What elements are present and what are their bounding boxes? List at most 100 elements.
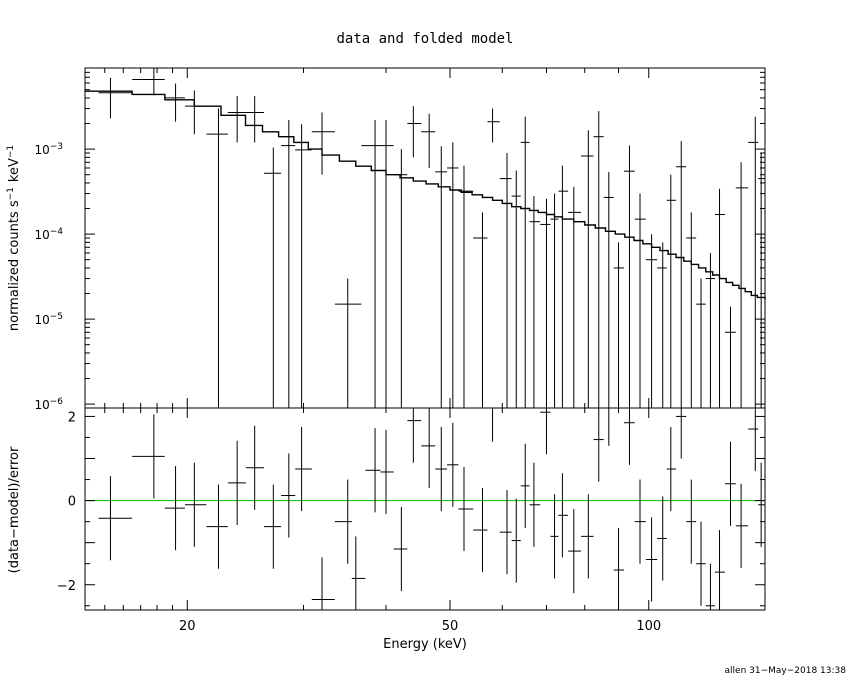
residual-point — [657, 496, 667, 581]
upper-y-axis-label-unit: keV — [7, 158, 22, 182]
residual-point — [351, 536, 366, 610]
upper-y-tick-label-base: 10 — [34, 313, 49, 327]
data-point — [487, 108, 500, 143]
data-point — [380, 120, 394, 408]
residual-point — [245, 425, 264, 510]
data-point — [295, 124, 312, 408]
residual-point — [705, 563, 715, 610]
upper-panel: 10−310−410−510−6 normalized counts s−1ke… — [6, 67, 766, 412]
data-point — [714, 188, 726, 408]
upper-y-tick-label: 10−5 — [34, 312, 63, 327]
chart-title: data and folded model — [336, 31, 513, 47]
residual-point — [676, 408, 687, 459]
residual-point — [714, 530, 726, 610]
residual-point — [666, 426, 677, 512]
lower-panel-frame — [84, 407, 766, 611]
data-point — [603, 171, 614, 408]
residual-points — [98, 407, 765, 610]
data-point — [132, 68, 165, 96]
x-tick-label: 100 — [636, 619, 661, 634]
residual-point — [98, 476, 133, 561]
lower-panel: 20−2 20 50 100 (data−model)/error Energy (… — [7, 407, 766, 652]
data-point — [748, 116, 759, 408]
data-point — [686, 212, 697, 408]
data-point — [281, 120, 296, 408]
residual-point — [473, 487, 488, 573]
upper-y-tick-label: 10−3 — [34, 142, 63, 157]
residual-point — [380, 429, 394, 515]
upper-y-tick-label-base: 10 — [34, 228, 49, 242]
data-points — [98, 68, 765, 408]
upper-y-axis-label: normalized counts s−1keV−1 — [6, 145, 22, 331]
residual-point — [311, 557, 335, 610]
residual-point — [281, 453, 296, 538]
residual-point — [581, 494, 594, 579]
data-point — [676, 141, 687, 408]
data-point — [473, 212, 488, 408]
lower-x-ticks: 20 50 100 — [104, 408, 661, 634]
residual-point — [624, 408, 635, 465]
folded-model-line — [85, 90, 766, 300]
data-point — [206, 108, 228, 408]
data-point — [98, 77, 133, 119]
residual-point — [511, 498, 521, 583]
data-point — [550, 193, 559, 408]
residual-point — [558, 473, 569, 558]
data-point — [666, 174, 677, 408]
residual-point — [499, 490, 512, 575]
residual-point — [421, 408, 436, 488]
data-point — [520, 116, 530, 408]
x-tick-label: 50 — [442, 619, 459, 634]
data-point — [511, 170, 521, 408]
upper-y-axis-label-main: normalized counts s — [7, 200, 22, 331]
upper-y-tick-label-base: 10 — [34, 398, 49, 412]
data-point — [696, 278, 706, 408]
residual-point — [334, 479, 352, 564]
data-point — [568, 186, 582, 408]
residual-point — [540, 408, 551, 455]
residual-point — [613, 527, 625, 610]
footer-stamp: allen 31−May−2018 13:38 — [725, 666, 847, 676]
residual-point — [550, 494, 559, 579]
data-point — [613, 242, 625, 408]
lower-y-axis-label: (data−model)/error — [7, 446, 22, 573]
residual-point — [206, 484, 228, 569]
upper-y-tick-label-exp: −5 — [50, 312, 63, 322]
data-point — [499, 153, 512, 408]
residual-point — [735, 483, 749, 568]
residual-point — [568, 509, 582, 594]
data-point — [311, 112, 335, 175]
data-point — [558, 165, 569, 408]
residual-point — [529, 462, 541, 547]
residual-point — [487, 407, 500, 442]
data-point — [634, 193, 646, 408]
x-axis-label: Energy (keV) — [383, 637, 467, 652]
residual-point — [748, 408, 759, 472]
residual-point — [696, 521, 706, 606]
residual-point — [520, 443, 530, 528]
upper-y-tick-label-exp: −4 — [50, 227, 64, 237]
lower-y-tick-label: 2 — [68, 410, 76, 425]
upper-y-tick-label-exp: −3 — [50, 142, 63, 152]
lower-y-tick-label: 0 — [68, 495, 76, 510]
residual-point — [295, 426, 312, 512]
data-point — [421, 113, 436, 168]
data-point — [334, 278, 362, 408]
data-point — [407, 106, 422, 158]
residual-point — [725, 441, 736, 526]
data-point — [645, 234, 658, 408]
data-point — [725, 306, 736, 408]
residual-point — [458, 466, 474, 552]
data-point — [164, 83, 185, 122]
data-point — [245, 96, 264, 143]
data-point — [593, 111, 604, 408]
data-point — [458, 165, 474, 408]
folded-model-histogram — [85, 90, 766, 300]
data-point — [758, 153, 765, 408]
lower-y-ticks: 2 0 −2 — [57, 410, 765, 607]
residual-point — [645, 517, 658, 602]
data-point — [735, 162, 749, 408]
x-tick-label: 20 — [179, 619, 196, 634]
upper-y-tick-label-exp: −6 — [50, 397, 64, 407]
